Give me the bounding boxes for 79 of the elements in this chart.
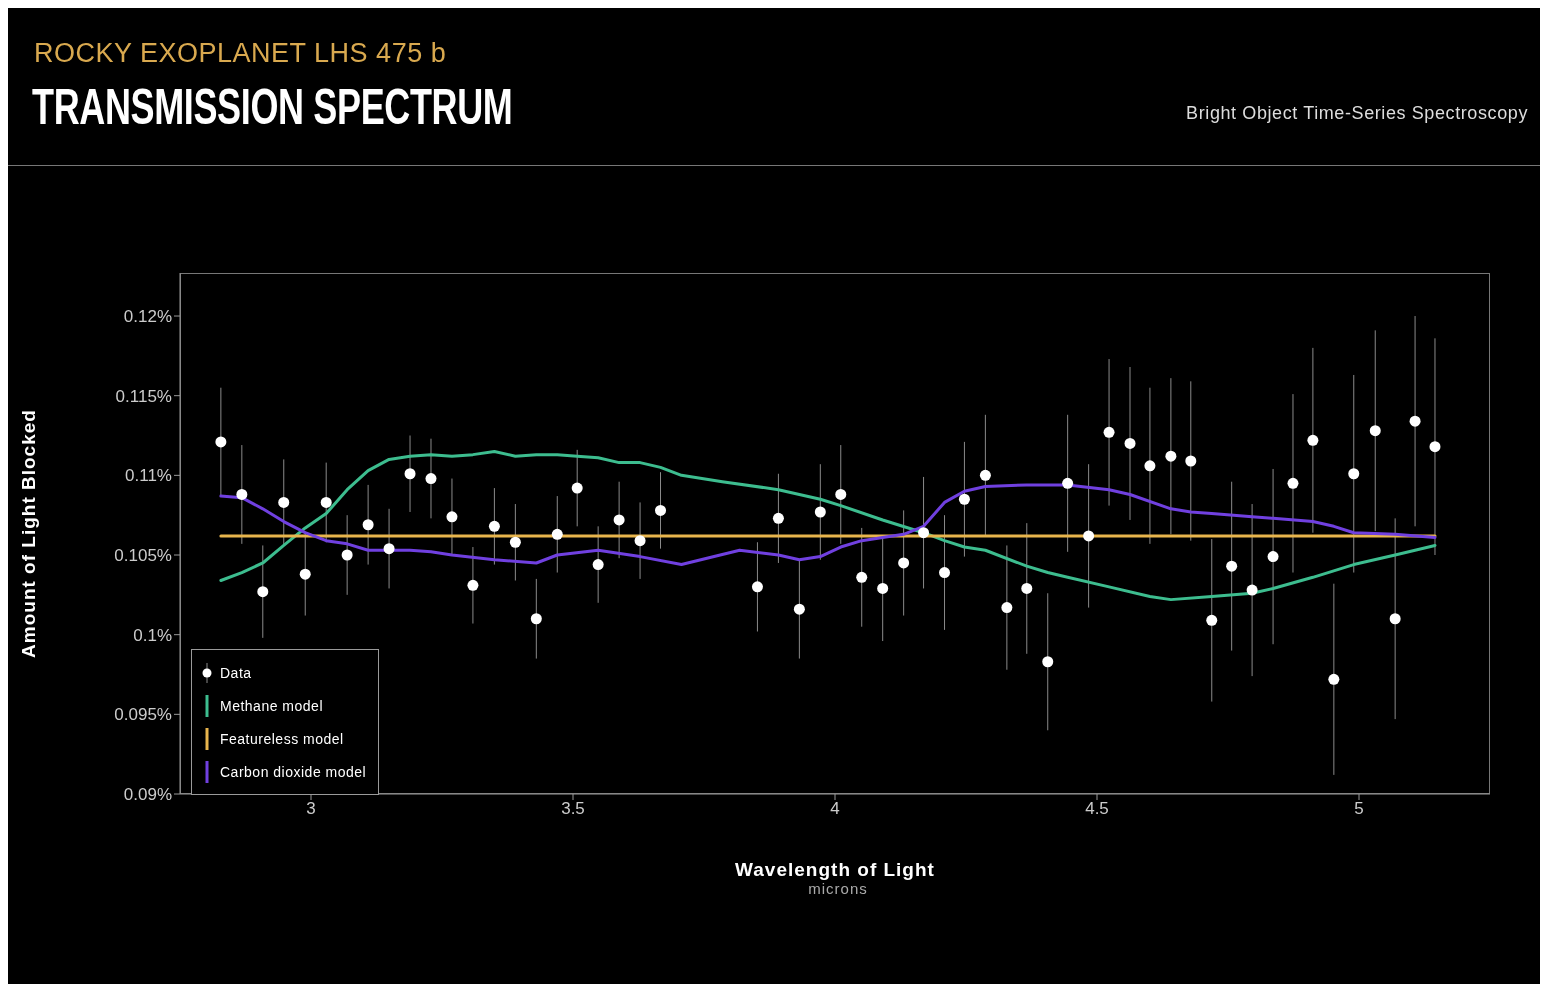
y-tick-label: 0.115% [115, 386, 172, 406]
point [877, 582, 889, 594]
x-tick-label: 4.5 [1085, 799, 1109, 819]
point [299, 568, 311, 580]
point [467, 579, 479, 591]
point [530, 613, 542, 625]
legend-label: Featureless model [220, 730, 344, 747]
point [918, 527, 930, 539]
point [1348, 468, 1360, 480]
y-tick-label: 0.105% [114, 546, 172, 566]
legend-label: Carbon dioxide model [220, 763, 367, 780]
y-tick-label: 0.11% [125, 466, 172, 486]
point [1429, 441, 1441, 453]
point [772, 512, 784, 524]
point [1185, 455, 1197, 467]
point [1001, 602, 1013, 614]
point [383, 543, 395, 555]
point [320, 496, 332, 508]
point [362, 519, 374, 531]
point [958, 493, 970, 505]
point [1307, 434, 1319, 446]
point [1083, 530, 1095, 542]
point [835, 488, 847, 500]
point [278, 496, 290, 508]
point [898, 557, 910, 569]
point [1246, 584, 1258, 596]
line-series [219, 449, 1437, 602]
x-tick-label: 3.5 [561, 799, 585, 819]
point [446, 511, 458, 523]
point [793, 603, 805, 615]
point [1042, 656, 1054, 668]
y-tick-label: 0.09% [123, 785, 172, 805]
x-tick-label: 5 [1354, 799, 1364, 819]
point [1226, 560, 1238, 572]
point [939, 567, 951, 579]
chart-title: TRANSMISSION SPECTRUM [32, 78, 513, 136]
text: Bright Object Time-Series Spectroscopy [1186, 103, 1528, 124]
point [1287, 477, 1299, 489]
point [551, 528, 563, 540]
point [1062, 477, 1074, 489]
point [341, 549, 353, 561]
point [1389, 613, 1401, 625]
x-tick-label: 4 [830, 799, 840, 819]
y-axis-title: Amount of Light Blocked [17, 409, 39, 658]
point [404, 468, 416, 480]
point [425, 473, 437, 485]
point [236, 488, 248, 500]
point [592, 559, 604, 571]
point [488, 520, 500, 532]
point [634, 535, 646, 547]
point [856, 571, 868, 583]
point [1369, 425, 1381, 437]
y-tick-label: 0.12% [123, 307, 172, 327]
point [1328, 673, 1340, 685]
point [1165, 450, 1177, 462]
point [613, 514, 625, 526]
point [1124, 437, 1136, 449]
point [1409, 415, 1421, 427]
point [1021, 582, 1033, 594]
point [1267, 551, 1279, 563]
legend-label: Methane model [220, 697, 324, 714]
point [751, 581, 763, 593]
text: microns [807, 880, 869, 897]
chart-subtitle: ROCKY EXOPLANET LHS 475 b [34, 38, 447, 69]
y-tick-label: 0.095% [114, 705, 172, 725]
x-axis-title: Wavelength of Light [735, 859, 935, 880]
point [1206, 614, 1218, 626]
point [257, 586, 269, 598]
point [509, 536, 521, 548]
legend-label: Data [220, 664, 252, 681]
x-tick-label: 3 [306, 799, 316, 819]
y-tick-label: 0.1% [133, 625, 172, 645]
point [814, 506, 826, 518]
point [655, 504, 667, 516]
point [1144, 460, 1156, 472]
point [215, 436, 227, 448]
point [979, 469, 991, 481]
point [571, 482, 583, 494]
point [1103, 426, 1115, 438]
